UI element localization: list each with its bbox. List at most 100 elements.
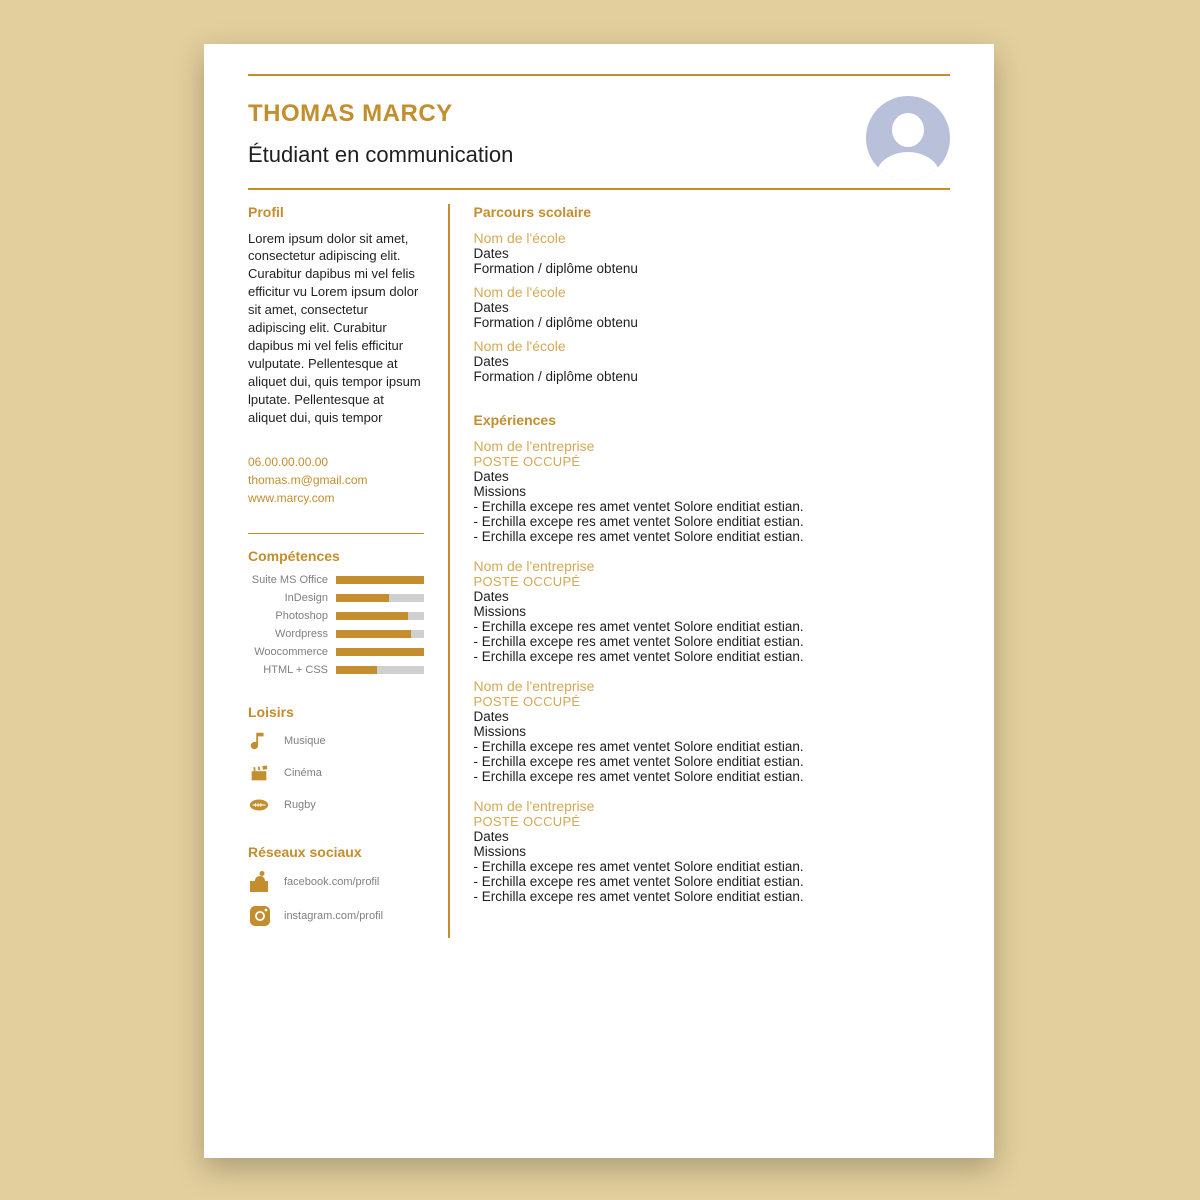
education-school: Nom de l'école — [474, 230, 951, 246]
social-row[interactable]: facebook.com/profil — [248, 870, 424, 894]
education-dates: Dates — [474, 246, 951, 261]
skill-bar — [336, 630, 424, 638]
education-school: Nom de l'école — [474, 284, 951, 300]
header-text: THOMAS MARCY Étudiant en communication — [248, 96, 513, 184]
instagram-icon — [248, 904, 276, 928]
experience-bullet: - Erchilla excepe res amet ventet Solore… — [474, 649, 951, 664]
skill-fill — [336, 594, 389, 602]
education-dates: Dates — [474, 300, 951, 315]
right-column: Parcours scolaire Nom de l'école Dates F… — [474, 204, 951, 939]
skill-row: Woocommerce — [248, 646, 424, 658]
experience-company: Nom de l'entreprise — [474, 558, 951, 574]
experience-post: POSTE OCCUPÉ — [474, 574, 951, 589]
skill-label: Suite MS Office — [248, 574, 336, 586]
skill-fill — [336, 576, 424, 584]
experience-list: Nom de l'entreprise POSTE OCCUPÉ Dates M… — [474, 438, 951, 904]
hobbies-list: Musique Cinéma Rugby — [248, 730, 424, 816]
experience-post: POSTE OCCUPÉ — [474, 694, 951, 709]
experience-company: Nom de l'entreprise — [474, 438, 951, 454]
education-title: Parcours scolaire — [474, 204, 951, 220]
skill-row: Suite MS Office — [248, 574, 424, 586]
left-column: Profil Lorem ipsum dolor sit amet, conse… — [248, 204, 448, 939]
cinema-icon — [248, 762, 276, 784]
experience-item: Nom de l'entreprise POSTE OCCUPÉ Dates M… — [474, 678, 951, 784]
experience-bullet: - Erchilla excepe res amet ventet Solore… — [474, 874, 951, 889]
skill-fill — [336, 630, 411, 638]
columns: Profil Lorem ipsum dolor sit amet, conse… — [248, 204, 950, 939]
contact-email: thomas.m@gmail.com — [248, 471, 424, 489]
skill-row: InDesign — [248, 592, 424, 604]
education-dates: Dates — [474, 354, 951, 369]
skill-label: HTML + CSS — [248, 664, 336, 676]
contact-block: 06.00.00.00.00 thomas.m@gmail.com www.ma… — [248, 453, 424, 507]
social-label: facebook.com/profil — [284, 876, 379, 888]
education-item: Nom de l'école Dates Formation / diplôme… — [474, 230, 951, 276]
skill-row: HTML + CSS — [248, 664, 424, 676]
person-name: THOMAS MARCY — [248, 100, 513, 128]
experience-bullet: - Erchilla excepe res amet ventet Solore… — [474, 889, 951, 904]
hobbies-title: Loisirs — [248, 704, 424, 720]
experience-bullet: - Erchilla excepe res amet ventet Solore… — [474, 514, 951, 529]
experience-bullets: - Erchilla excepe res amet ventet Solore… — [474, 619, 951, 664]
experience-item: Nom de l'entreprise POSTE OCCUPÉ Dates M… — [474, 558, 951, 664]
skill-bar — [336, 594, 424, 602]
education-degree: Formation / diplôme obtenu — [474, 261, 951, 276]
hobby-row: Rugby — [248, 794, 424, 816]
social-row[interactable]: instagram.com/profil — [248, 904, 424, 928]
header-rule — [248, 188, 950, 190]
experience-dates: Dates — [474, 709, 951, 724]
hobby-label: Rugby — [284, 799, 316, 811]
experience-company: Nom de l'entreprise — [474, 798, 951, 814]
column-divider — [448, 204, 450, 939]
education-item: Nom de l'école Dates Formation / diplôme… — [474, 284, 951, 330]
experience-post: POSTE OCCUPÉ — [474, 454, 951, 469]
education-school: Nom de l'école — [474, 338, 951, 354]
experience-bullet: - Erchilla excepe res amet ventet Solore… — [474, 499, 951, 514]
avatar-placeholder — [866, 96, 950, 180]
experience-post: POSTE OCCUPÉ — [474, 814, 951, 829]
experience-bullet: - Erchilla excepe res amet ventet Solore… — [474, 529, 951, 544]
experience-bullet: - Erchilla excepe res amet ventet Solore… — [474, 859, 951, 874]
resume-page: THOMAS MARCY Étudiant en communication P… — [204, 44, 994, 1158]
sidebar-rule — [248, 533, 424, 535]
skill-fill — [336, 612, 408, 620]
experience-bullet: - Erchilla excepe res amet ventet Solore… — [474, 739, 951, 754]
experience-item: Nom de l'entreprise POSTE OCCUPÉ Dates M… — [474, 438, 951, 544]
experience-bullet: - Erchilla excepe res amet ventet Solore… — [474, 634, 951, 649]
skill-bar — [336, 666, 424, 674]
experience-dates: Dates — [474, 829, 951, 844]
education-list: Nom de l'école Dates Formation / diplôme… — [474, 230, 951, 384]
experience-missions-label: Missions — [474, 604, 951, 619]
experience-dates: Dates — [474, 589, 951, 604]
skills-list: Suite MS Office InDesign Photoshop Wordp… — [248, 574, 424, 676]
skill-label: Photoshop — [248, 610, 336, 622]
experience-item: Nom de l'entreprise POSTE OCCUPÉ Dates M… — [474, 798, 951, 904]
skill-fill — [336, 666, 377, 674]
music-icon — [248, 730, 276, 752]
skill-label: Woocommerce — [248, 646, 336, 658]
education-degree: Formation / diplôme obtenu — [474, 369, 951, 384]
experience-bullets: - Erchilla excepe res amet ventet Solore… — [474, 739, 951, 784]
social-title: Réseaux sociaux — [248, 844, 424, 860]
social-label: instagram.com/profil — [284, 910, 383, 922]
experience-bullet: - Erchilla excepe res amet ventet Solore… — [474, 769, 951, 784]
skill-row: Photoshop — [248, 610, 424, 622]
skill-fill — [336, 648, 424, 656]
social-list: facebook.com/profil instagram.com/profil — [248, 870, 424, 928]
top-rule — [248, 74, 950, 76]
hobby-label: Musique — [284, 735, 326, 747]
contact-phone: 06.00.00.00.00 — [248, 453, 424, 471]
experience-bullet: - Erchilla excepe res amet ventet Solore… — [474, 754, 951, 769]
experience-bullets: - Erchilla excepe res amet ventet Solore… — [474, 499, 951, 544]
skill-row: Wordpress — [248, 628, 424, 640]
experience-missions-label: Missions — [474, 484, 951, 499]
rugby-icon — [248, 794, 276, 816]
experience-title: Expériences — [474, 412, 951, 428]
skill-label: Wordpress — [248, 628, 336, 640]
hobby-row: Cinéma — [248, 762, 424, 784]
experience-bullet: - Erchilla excepe res amet ventet Solore… — [474, 619, 951, 634]
header: THOMAS MARCY Étudiant en communication — [248, 96, 950, 184]
skill-bar — [336, 576, 424, 584]
skills-title: Compétences — [248, 548, 424, 564]
experience-missions-label: Missions — [474, 844, 951, 859]
